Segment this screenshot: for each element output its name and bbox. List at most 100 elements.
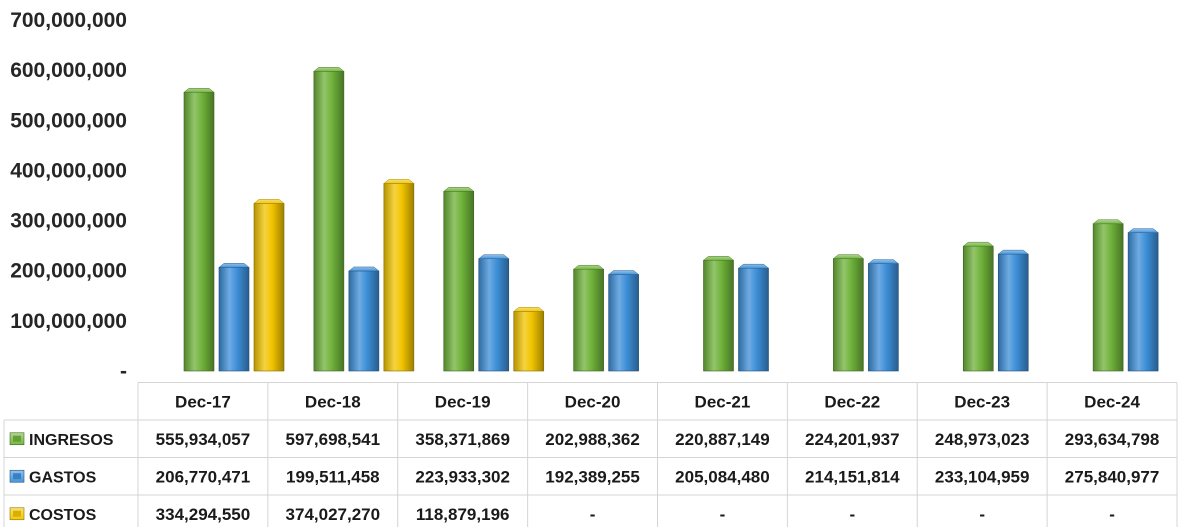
y-axis: - 100,000,000 200,000,000 300,000,000 400,00… (10, 9, 127, 383)
bar-body (1093, 224, 1123, 371)
legend-key-ingresos (10, 433, 24, 445)
bar-cap (444, 187, 474, 191)
bar-body (314, 71, 344, 371)
x-tick-label: Dec-20 (565, 393, 621, 412)
bar-body (833, 259, 863, 371)
data-label: - (979, 505, 985, 524)
bar-body (1128, 233, 1158, 371)
bar-body (219, 267, 249, 371)
bar-body (384, 183, 414, 371)
bar-ingresos (963, 242, 993, 371)
data-label: 118,879,196 (416, 505, 510, 524)
bar-body (963, 246, 993, 371)
data-label: - (590, 505, 596, 524)
bar-body (479, 259, 509, 371)
y-tick-label: 100,000,000 (10, 310, 127, 333)
bar-body (609, 275, 639, 371)
bar-body (704, 260, 734, 371)
y-tick-label: - (120, 360, 127, 383)
series-name: GASTOS (29, 469, 97, 486)
y-tick-label: 400,000,000 (10, 159, 127, 182)
data-label: 206,770,471 (156, 467, 251, 486)
bar-body (444, 191, 474, 371)
data-label: 220,887,149 (675, 430, 770, 449)
x-tick-label: Dec-23 (954, 393, 1010, 412)
bar-body (868, 264, 898, 371)
bar-gastos (479, 255, 509, 371)
bar-ingresos (833, 255, 863, 371)
x-tick-label: Dec-17 (175, 393, 231, 412)
bar-cap (184, 88, 214, 92)
series-name: INGRESOS (29, 432, 114, 449)
bar-gastos (609, 271, 639, 371)
legend-key-costos (10, 508, 24, 520)
bar-body (514, 311, 544, 371)
bar-costos (514, 307, 544, 371)
x-tick-label: Dec-24 (1084, 393, 1140, 412)
data-label: 192,389,255 (545, 467, 640, 486)
data-label: 205,084,480 (675, 467, 770, 486)
data-label: 293,634,798 (1065, 430, 1160, 449)
bar-cap (219, 263, 249, 267)
bar-cap (609, 271, 639, 275)
data-label: - (720, 505, 726, 524)
bar-gastos (739, 264, 769, 371)
data-label: 555,934,057 (156, 430, 251, 449)
bar-cap (1093, 220, 1123, 224)
bar-body (739, 268, 769, 371)
bar-cap (314, 67, 344, 71)
bar-gastos (868, 260, 898, 371)
bar-cap (479, 255, 509, 259)
legend-key-gastos (10, 470, 24, 482)
bar-gastos (1128, 229, 1158, 371)
bar-costos (254, 199, 284, 371)
data-label: - (1109, 505, 1115, 524)
bar-ingresos (444, 187, 474, 371)
data-label: 334,294,550 (156, 505, 251, 524)
bar-ingresos (704, 256, 734, 371)
bar-ingresos (184, 88, 214, 371)
bar-cap (739, 264, 769, 268)
data-label: - (849, 505, 855, 524)
bar-ingresos (1093, 220, 1123, 371)
data-label: 202,988,362 (545, 430, 640, 449)
data-label: 374,027,270 (286, 505, 381, 524)
bar-gastos (349, 267, 379, 371)
bar-body (998, 254, 1028, 371)
bar-cap (514, 307, 544, 311)
bar-cap (254, 199, 284, 203)
bar-cap (963, 242, 993, 246)
bar-body (574, 269, 604, 371)
bars (184, 67, 1158, 371)
y-tick-label: 700,000,000 (10, 9, 127, 32)
bar-cap (574, 265, 604, 269)
data-table: Dec-17 Dec-18 Dec-19 Dec-20 Dec-21 Dec-22 Dec-… (4, 383, 1177, 527)
data-label: 358,371,869 (415, 430, 510, 449)
bar-ingresos (314, 67, 344, 371)
bar-cap (704, 256, 734, 260)
series-name: COSTOS (29, 507, 97, 524)
x-tick-label: Dec-22 (824, 393, 880, 412)
bar-gastos (219, 263, 249, 371)
x-tick-label: Dec-18 (305, 393, 361, 412)
bar-cap (384, 179, 414, 183)
data-label: 214,151,814 (805, 467, 900, 486)
y-tick-label: 300,000,000 (10, 210, 127, 233)
bar-cap (868, 260, 898, 264)
x-tick-label: Dec-19 (435, 393, 491, 412)
bar-body (184, 92, 214, 371)
data-label: 275,840,977 (1065, 467, 1160, 486)
y-tick-label: 200,000,000 (10, 260, 127, 283)
y-tick-label: 600,000,000 (10, 59, 127, 82)
bar-gastos (998, 250, 1028, 371)
bar-ingresos (574, 265, 604, 371)
bar-body (349, 271, 379, 371)
bar-cap (833, 255, 863, 259)
y-tick-label: 500,000,000 (10, 109, 127, 132)
data-label: 224,201,937 (805, 430, 900, 449)
x-tick-label: Dec-21 (695, 393, 751, 412)
data-label: 223,933,302 (415, 467, 510, 486)
data-label: 248,973,023 (935, 430, 1030, 449)
data-label: 199,511,458 (286, 467, 380, 486)
